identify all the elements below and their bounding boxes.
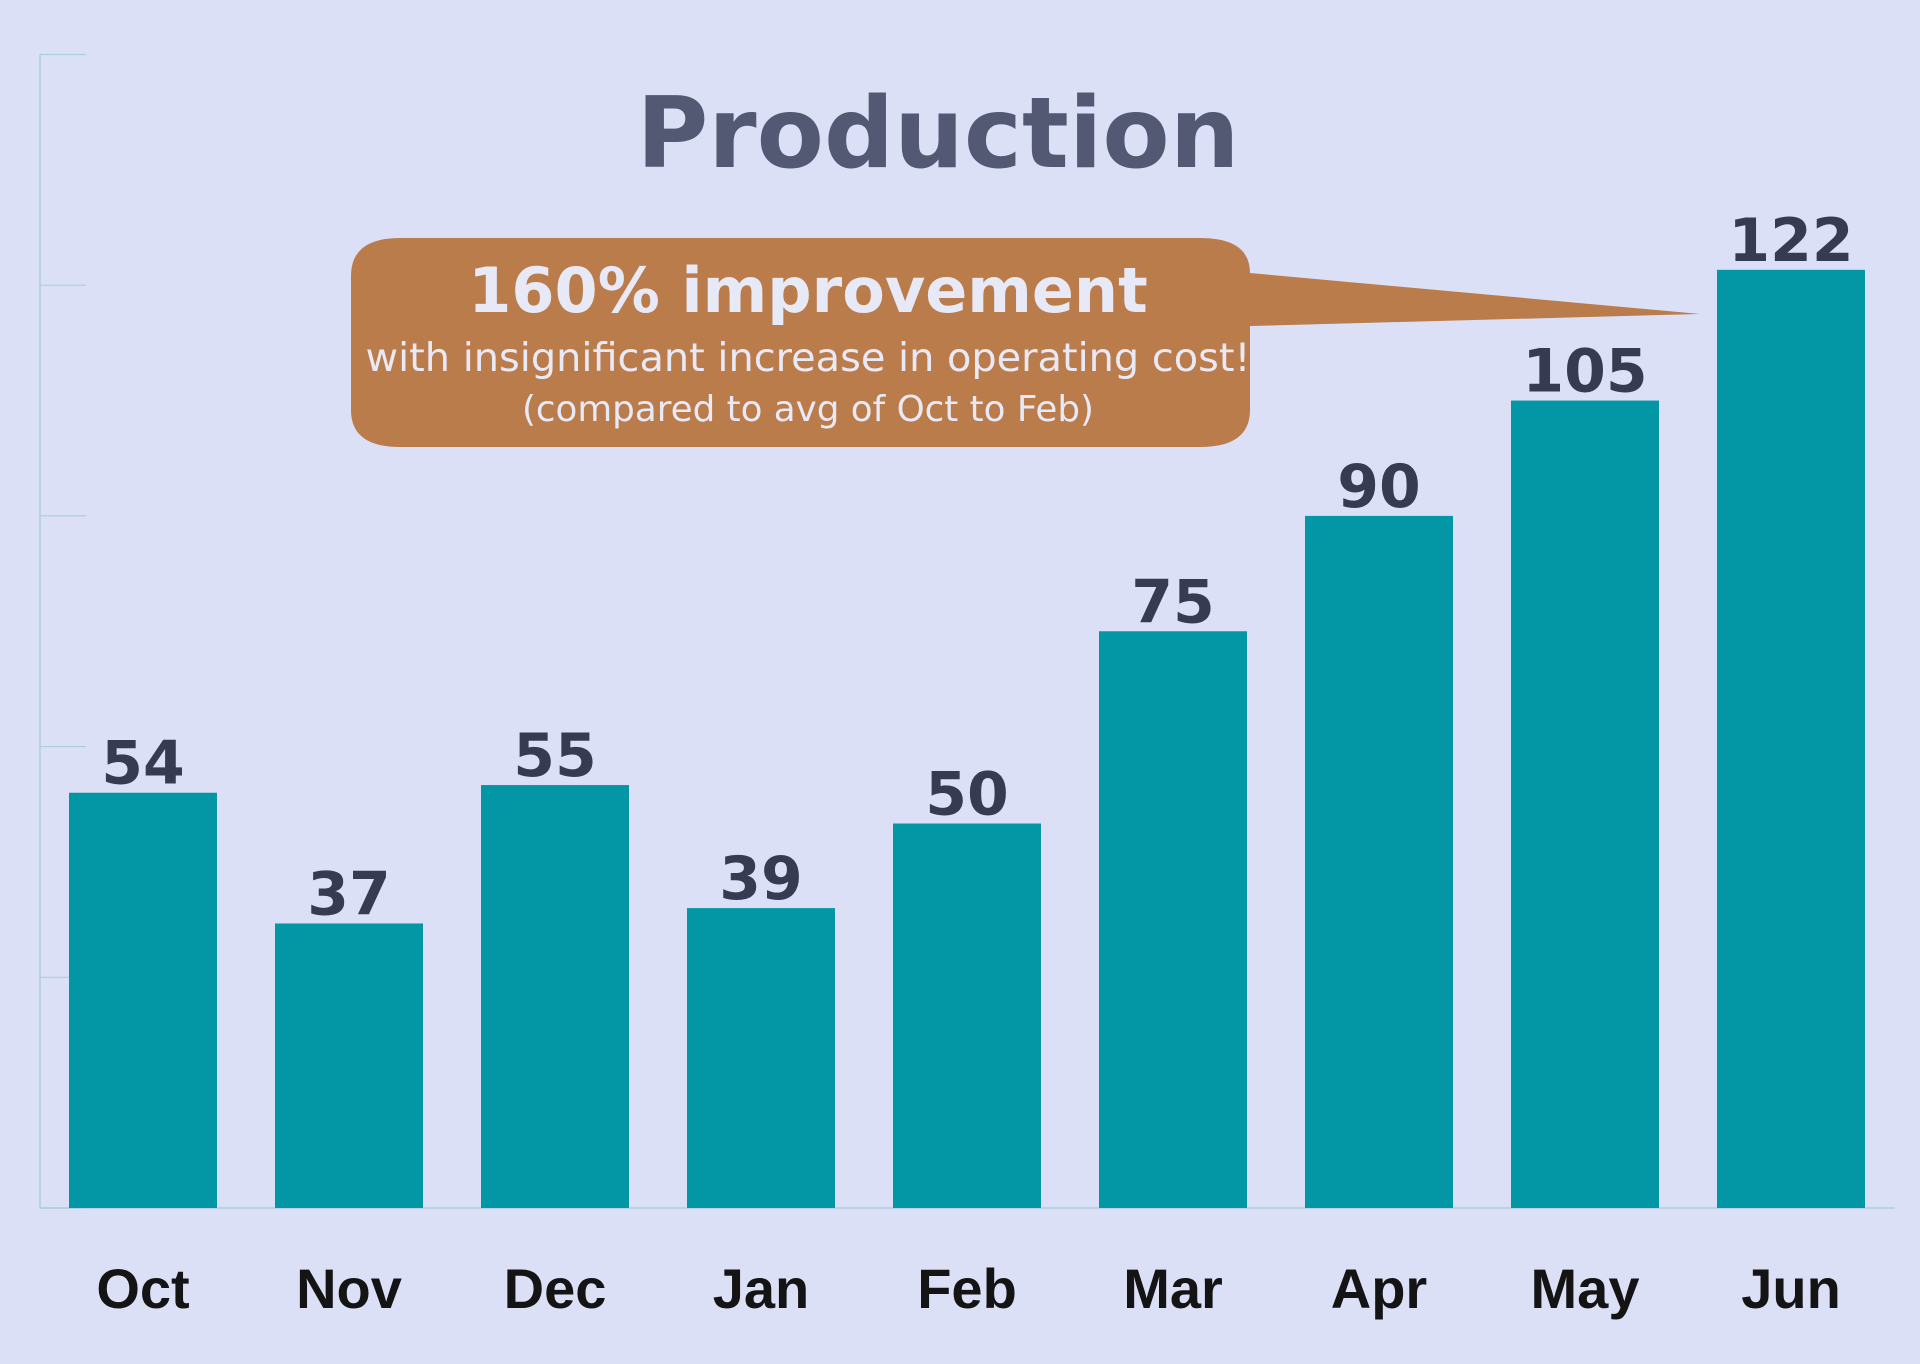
value-label-nov: 37 <box>307 859 391 929</box>
category-label-oct: Oct <box>96 1257 189 1320</box>
callout-headline: 160% improvement <box>468 254 1147 327</box>
value-label-jun: 122 <box>1728 206 1853 276</box>
callout-detail-line: with insignificant increase in operating… <box>366 336 1251 381</box>
category-label-nov: Nov <box>296 1257 402 1320</box>
category-labels-layer: Oct Nov Dec Jan Feb Mar Apr May Jun <box>96 1257 1840 1320</box>
category-label-feb: Feb <box>917 1257 1017 1320</box>
bar-dec <box>481 785 629 1208</box>
value-label-may: 105 <box>1522 337 1647 407</box>
callout-note-line: (compared to avg of Oct to Feb) <box>522 389 1094 430</box>
value-label-jan: 39 <box>719 844 803 914</box>
bar-may <box>1511 400 1659 1208</box>
bar-apr <box>1305 515 1453 1208</box>
bar-mar <box>1099 631 1247 1208</box>
chart-title: Production <box>636 77 1239 191</box>
category-label-mar: Mar <box>1123 1257 1223 1320</box>
bar-feb <box>893 823 1041 1208</box>
category-label-jun: Jun <box>1741 1257 1841 1320</box>
value-label-apr: 90 <box>1337 452 1421 522</box>
bar-nov <box>275 923 423 1208</box>
callout: 160% improvement with insignificant incr… <box>351 238 1700 447</box>
value-labels-layer: 54 37 55 39 50 75 90 105 122 <box>101 206 1853 930</box>
category-label-dec: Dec <box>504 1257 607 1320</box>
value-label-mar: 75 <box>1131 567 1215 637</box>
category-label-jan: Jan <box>713 1257 810 1320</box>
value-label-feb: 50 <box>925 760 1009 830</box>
value-label-dec: 55 <box>513 721 597 791</box>
category-label-apr: Apr <box>1331 1257 1427 1320</box>
callout-bubble <box>351 238 1700 447</box>
bar-jun <box>1717 269 1865 1208</box>
bar-jan <box>687 908 835 1208</box>
bar-oct <box>69 792 217 1208</box>
value-label-oct: 54 <box>101 729 185 799</box>
bars-layer <box>69 269 1865 1208</box>
category-label-may: May <box>1531 1257 1640 1320</box>
